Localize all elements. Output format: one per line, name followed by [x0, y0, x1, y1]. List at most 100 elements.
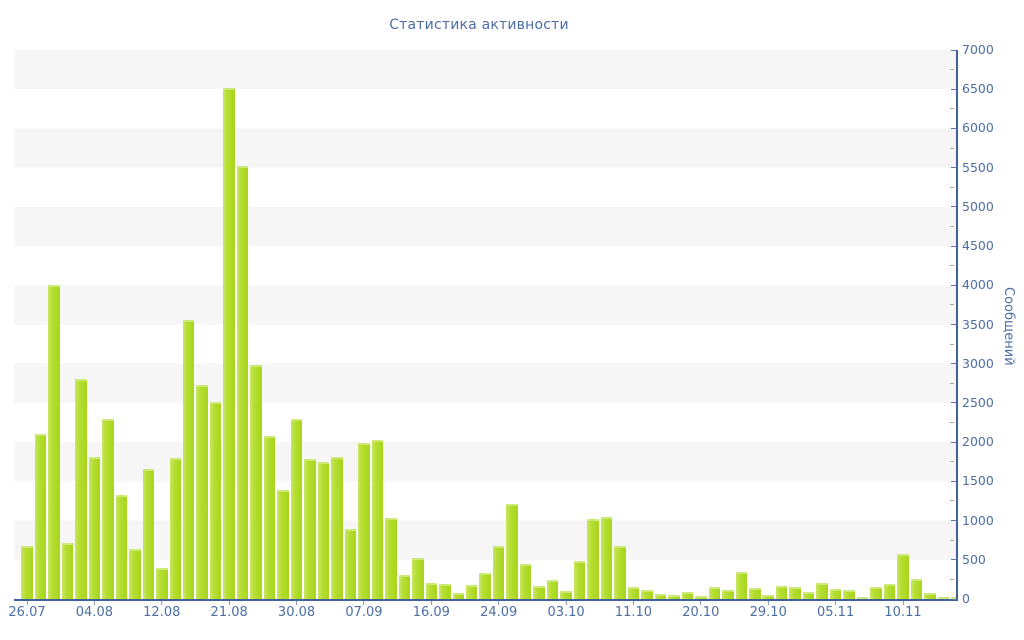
bar[interactable] [627, 586, 640, 599]
y-minor-tick [950, 225, 954, 227]
y-major-tick [951, 559, 957, 561]
x-axis-tick [161, 601, 163, 605]
bar[interactable] [236, 165, 249, 599]
bar[interactable] [452, 593, 464, 599]
bar[interactable] [668, 595, 680, 599]
bar[interactable] [129, 548, 141, 599]
x-axis-tick-label: 16.09 [412, 605, 450, 620]
x-axis-tick-label: 12.08 [143, 605, 181, 620]
bar[interactable] [465, 585, 478, 599]
bar[interactable] [209, 402, 222, 599]
bar[interactable] [843, 590, 855, 599]
y-major-tick [951, 167, 957, 169]
chart-title: Статистика активности [389, 17, 569, 33]
bar[interactable] [641, 589, 653, 599]
bar[interactable] [870, 587, 882, 599]
bar[interactable] [156, 568, 168, 599]
x-axis-tick-label: 03.10 [547, 605, 585, 620]
bar[interactable] [762, 595, 774, 599]
bar[interactable] [75, 378, 87, 599]
bar[interactable] [600, 517, 613, 599]
y-axis-tick-label: 4000 [962, 277, 994, 293]
bar[interactable] [722, 589, 734, 599]
bar[interactable] [21, 545, 33, 599]
bar[interactable] [856, 596, 869, 599]
y-axis-tick-label: 1000 [962, 512, 994, 528]
bar[interactable] [425, 582, 438, 599]
bar[interactable] [506, 503, 518, 599]
bar[interactable] [115, 494, 128, 599]
bar[interactable] [910, 579, 923, 599]
bar[interactable] [775, 586, 788, 599]
y-minor-tick [950, 578, 954, 580]
bar[interactable] [816, 582, 828, 599]
bar[interactable] [587, 519, 599, 599]
bar[interactable] [317, 462, 330, 599]
bar[interactable] [277, 489, 289, 599]
plot-area [14, 50, 957, 599]
bar[interactable] [398, 575, 411, 599]
x-axis-tick-label: 26.07 [8, 605, 46, 620]
bar[interactable] [924, 592, 936, 599]
bar[interactable] [250, 365, 262, 599]
bar[interactable] [573, 561, 586, 599]
y-minor-tick [950, 422, 954, 424]
bar[interactable] [48, 285, 60, 599]
bar[interactable] [61, 542, 74, 599]
x-axis-tick-label: 07.09 [345, 605, 383, 620]
y-axis-tick-label: 500 [962, 551, 986, 567]
bar[interactable] [304, 459, 316, 599]
bar[interactable] [951, 597, 957, 599]
bar[interactable] [102, 419, 114, 599]
bar[interactable] [331, 457, 343, 599]
bar[interactable] [344, 529, 357, 599]
y-minor-tick [950, 500, 954, 502]
bar[interactable] [749, 588, 761, 599]
bar[interactable] [735, 571, 748, 599]
y-major-tick [951, 88, 957, 90]
y-axis-tick-label: 6000 [962, 120, 994, 136]
bar[interactable] [560, 591, 572, 599]
bar[interactable] [290, 418, 303, 599]
y-axis-tick-label: 3500 [962, 316, 994, 332]
bar[interactable] [88, 456, 101, 599]
bar[interactable] [681, 592, 694, 599]
x-axis-tick [498, 601, 500, 605]
bar[interactable] [519, 563, 532, 599]
bar[interactable] [533, 586, 545, 599]
bar[interactable] [182, 320, 195, 599]
bar[interactable] [695, 596, 707, 599]
bar[interactable] [439, 583, 451, 599]
bar[interactable] [371, 439, 384, 599]
y-major-tick [951, 598, 957, 600]
y-axis-tick-label: 1500 [962, 473, 994, 489]
x-axis-tick [26, 601, 28, 605]
bar[interactable] [142, 469, 155, 599]
bar[interactable] [412, 558, 424, 599]
bar[interactable] [829, 589, 842, 599]
bar[interactable] [196, 384, 208, 599]
bar[interactable] [614, 546, 626, 599]
bar[interactable] [802, 591, 815, 599]
bar[interactable] [492, 546, 505, 599]
x-axis-tick [835, 601, 837, 605]
bar[interactable] [34, 434, 47, 599]
bar[interactable] [937, 597, 950, 599]
bar[interactable] [169, 457, 181, 599]
bar[interactable] [883, 583, 896, 599]
bar[interactable] [789, 587, 801, 599]
bar[interactable] [358, 443, 370, 599]
bar[interactable] [897, 553, 909, 599]
bar[interactable] [385, 518, 397, 599]
y-minor-tick [950, 461, 954, 463]
bar[interactable] [479, 572, 491, 599]
bar[interactable] [546, 580, 559, 599]
x-axis-tick [767, 601, 769, 605]
bar[interactable] [708, 587, 721, 599]
bar[interactable] [263, 435, 276, 599]
x-axis-tick [430, 601, 432, 605]
bar[interactable] [654, 593, 667, 599]
y-minor-tick [950, 539, 954, 541]
bar[interactable] [223, 87, 235, 599]
y-axis-tick-label: 5000 [962, 198, 994, 214]
